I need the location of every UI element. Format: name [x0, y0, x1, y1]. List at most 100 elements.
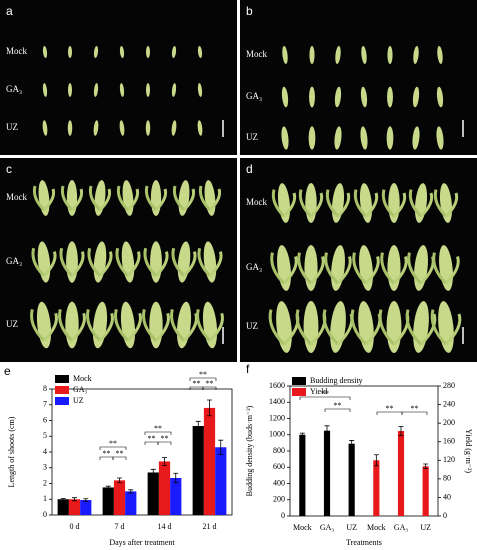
- y-tick-label: 200: [273, 495, 285, 504]
- x-tick-label: 21 d: [203, 522, 217, 531]
- bar: [192, 426, 204, 515]
- y-tick-label: 400: [273, 478, 285, 487]
- x-axis-title: Days after treatment: [109, 538, 175, 547]
- shoot: [387, 245, 401, 291]
- shoot-leaf: [98, 251, 113, 277]
- shoot-leaf: [405, 309, 423, 346]
- bar: [113, 480, 126, 515]
- shoot-leaf: [336, 256, 352, 285]
- shoot: [150, 180, 162, 216]
- shoot-leaf: [86, 309, 102, 342]
- panel-label: d: [246, 162, 253, 176]
- legend-swatch: [292, 377, 306, 385]
- y-tick-label: 1000: [269, 430, 285, 439]
- shoot-leaf: [392, 192, 407, 218]
- shoot-leaf: [419, 192, 434, 218]
- shoot: [308, 126, 316, 150]
- shoot-leaf: [98, 312, 114, 342]
- shoot-leaf: [268, 309, 286, 346]
- significance-label: **: [193, 379, 201, 388]
- shoot: [436, 86, 444, 108]
- y-tick-label: 1600: [269, 381, 285, 390]
- shoot: [413, 46, 419, 64]
- shoot: [66, 180, 78, 216]
- shoot-leaf: [408, 189, 423, 218]
- shoot: [171, 46, 177, 58]
- shoot: [412, 86, 420, 108]
- shoot-leaf: [444, 256, 460, 285]
- shoot: [388, 183, 400, 223]
- bar: [147, 472, 159, 515]
- x-tick-label: GA₃: [320, 523, 335, 532]
- significance-bracket: [202, 386, 217, 390]
- y-axis-title: Budding density (buds·m⁻²): [245, 405, 254, 496]
- shoot: [386, 126, 394, 150]
- error-bar: [195, 420, 201, 432]
- shoot: [309, 46, 315, 64]
- chart-label: f: [246, 362, 250, 376]
- shoot-leaf: [60, 185, 74, 212]
- shoot: [334, 86, 342, 108]
- shoot: [119, 46, 125, 58]
- shoot-leaf: [270, 252, 286, 285]
- shoot: [412, 126, 420, 150]
- bar: [299, 434, 306, 516]
- shoot: [119, 83, 125, 97]
- shoot: [149, 301, 163, 349]
- shoot-leaf: [444, 313, 462, 346]
- shoot: [68, 83, 72, 97]
- error-bar: [373, 454, 379, 467]
- significance-bracket: [401, 411, 428, 415]
- shoot-leaf: [32, 185, 46, 212]
- x-tick-label: 7 d: [115, 522, 125, 531]
- x-tick-label: UZ: [346, 523, 357, 532]
- legend-label: Mock: [73, 374, 92, 383]
- y2-tick-label: 280: [443, 381, 455, 390]
- shoot: [303, 301, 319, 353]
- bar: [102, 487, 114, 515]
- significance-label: **: [321, 389, 329, 398]
- shoot: [281, 126, 289, 150]
- error-bar: [72, 497, 77, 502]
- y-tick-label: 3: [43, 463, 47, 472]
- shoot-leaf: [143, 247, 158, 277]
- x-tick-label: 0 d: [70, 522, 80, 531]
- y2-tick-label: 240: [443, 399, 455, 408]
- shoot-leaf: [170, 309, 186, 342]
- shoot-leaf: [297, 252, 313, 285]
- significance-bracket: [324, 408, 351, 412]
- shoot-leaf: [309, 192, 324, 218]
- shoot: [93, 83, 99, 97]
- x-tick-label: GA₃: [394, 523, 409, 532]
- bar: [422, 466, 429, 516]
- error-bar: [349, 440, 355, 448]
- shoot: [334, 126, 342, 150]
- legend-label: Yield: [310, 387, 327, 396]
- error-bar: [324, 425, 330, 436]
- row-label: UZ: [246, 321, 258, 331]
- shoot-leaf: [154, 188, 168, 212]
- bar: [125, 491, 137, 515]
- shoot-leaf: [126, 312, 142, 342]
- shoot-leaf: [182, 188, 196, 212]
- significance-label: **: [206, 379, 214, 388]
- error-bar: [423, 463, 429, 470]
- shoot: [304, 245, 318, 291]
- significance-bracket: [189, 377, 217, 381]
- shoot-leaf: [322, 309, 340, 346]
- shoot-leaf: [208, 251, 223, 277]
- shoot-leaf: [433, 189, 448, 218]
- x-axis-title: Treatments: [346, 538, 382, 547]
- shoot-leaf: [126, 251, 141, 277]
- error-bar: [207, 399, 212, 417]
- shoot: [387, 86, 393, 108]
- y-axis-title: Length of shoots (cm): [7, 416, 16, 487]
- legend-label: GA₃: [73, 385, 88, 394]
- shoot-leaf: [198, 185, 212, 212]
- error-bar: [299, 432, 305, 437]
- shoot-leaf: [295, 309, 313, 346]
- shoot: [42, 83, 48, 97]
- bar: [373, 460, 380, 516]
- y-tick-label: 4: [43, 447, 47, 456]
